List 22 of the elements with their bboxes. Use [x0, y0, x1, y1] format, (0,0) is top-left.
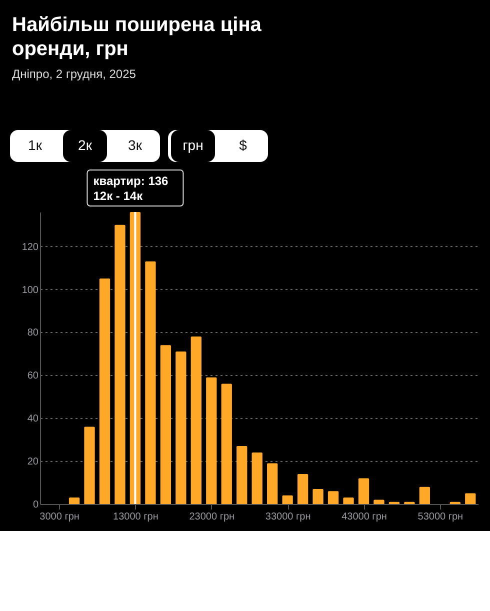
- text: 1к: [28, 137, 43, 153]
- y-tick-label: 40: [27, 414, 39, 425]
- chart-title: Найбільш поширена ціна оренди, грн: [12, 14, 262, 60]
- chart-subtitle: Дніпро, 2 грудня, 2025: [12, 67, 136, 81]
- x-tick-label: 23000 грн: [189, 512, 235, 522]
- y-tick-label: 80: [27, 328, 39, 339]
- y-tick-label: 20: [27, 456, 39, 468]
- annotation: 12к - 14к: [93, 189, 144, 203]
- text: $: [239, 137, 248, 153]
- x-tick-label: 13000 грн: [113, 512, 158, 522]
- text: грн: [182, 137, 204, 153]
- x-tick-label: 53000 грн: [418, 512, 464, 522]
- annotation: квартир: 136: [93, 174, 169, 188]
- x-tick-label: 43000 грн: [342, 512, 387, 522]
- x-tick-label: 33000 грн: [265, 512, 311, 522]
- text: 2к: [78, 137, 93, 153]
- x-tick-label: 3000 грн: [40, 512, 80, 522]
- text: 3к: [128, 137, 143, 153]
- y-tick-label: 0: [32, 500, 39, 510]
- y-tick-label: 60: [27, 370, 39, 382]
- y-tick-label: 100: [22, 284, 39, 296]
- y-tick-label: 120: [22, 242, 39, 253]
